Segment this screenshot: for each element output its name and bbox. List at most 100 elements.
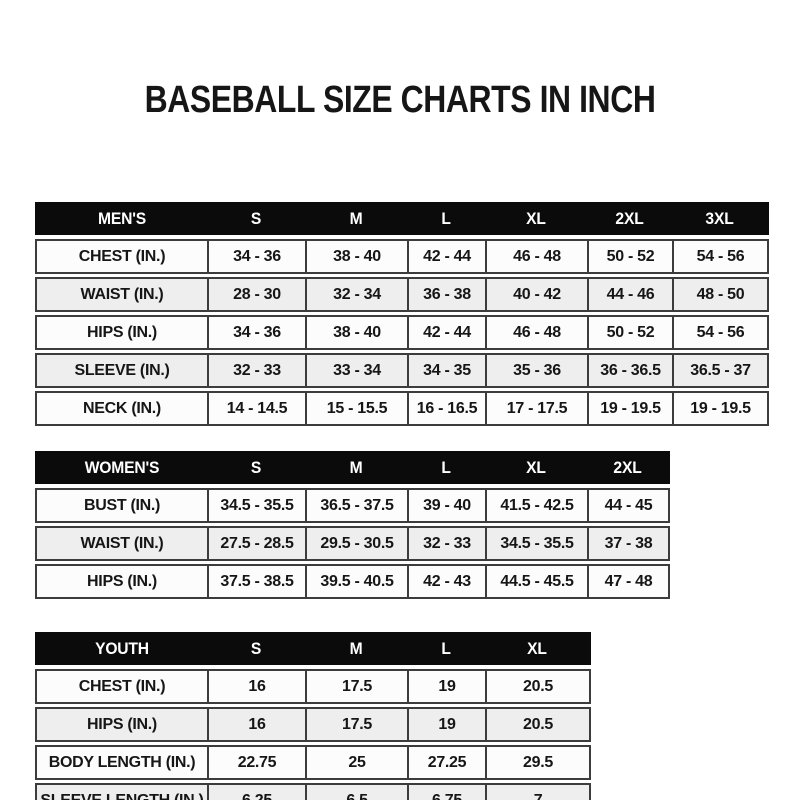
row-label-cell: WAIST (IN.) <box>80 285 164 303</box>
row-label-cell: CHEST (IN.) <box>78 677 166 695</box>
mens-row: CHEST (IN.) 34 - 36 38 - 40 42 - 44 46 - 48 5… <box>35 239 769 274</box>
value-cell: 36 - 38 <box>407 279 485 310</box>
header-cell: M <box>349 638 363 658</box>
value-cell: 36.5 - 37.5 <box>305 490 407 521</box>
header-cell: XL <box>527 638 547 658</box>
mens-header-row: MEN'S S M L XL 2XL 3XL <box>35 202 769 235</box>
womens-row: BUST (IN.) 34.5 - 35.5 36.5 - 37.5 39 - 40 4… <box>35 488 670 523</box>
row-label-cell: BUST (IN.) <box>83 496 161 514</box>
mens-row: WAIST (IN.) 28 - 30 32 - 34 36 - 38 40 - 42 4… <box>35 277 769 312</box>
value-cell: 44 - 45 <box>587 490 668 521</box>
youth-row: HIPS (IN.) 16 17.5 19 20.5 <box>35 707 591 742</box>
value-cell: 42 - 44 <box>407 241 485 272</box>
value-cell: 38 - 40 <box>305 317 407 348</box>
value-cell: 42 - 44 <box>407 317 485 348</box>
womens-row: HIPS (IN.) 37.5 - 38.5 39.5 - 40.5 42 - 43 4… <box>35 564 670 599</box>
value-cell: 17.5 <box>305 709 407 740</box>
value-cell: 6.75 <box>407 785 485 800</box>
header-cell: 2XL <box>613 457 642 477</box>
value-cell: 19 <box>407 709 485 740</box>
value-cell: 33 - 34 <box>305 355 407 386</box>
value-cell: 29.5 <box>485 747 589 778</box>
header-cell: 2XL <box>615 208 644 228</box>
value-cell: 16 <box>207 709 305 740</box>
value-cell: 27.5 - 28.5 <box>207 528 305 559</box>
header-cell: L <box>441 638 451 658</box>
tables-container: MEN'S S M L XL 2XL 3XL CHEST (IN.) 34 - 36 38 - 4… <box>0 202 800 800</box>
row-label-cell: BODY LENGTH (IN.) <box>48 753 196 771</box>
value-cell: 20.5 <box>485 671 589 702</box>
row-label-cell: HIPS (IN.) <box>87 323 157 341</box>
value-cell: 34 - 35 <box>407 355 485 386</box>
value-cell: 32 - 33 <box>207 355 305 386</box>
value-cell: 25 <box>305 747 407 778</box>
header-cell: YOUTH <box>95 638 149 658</box>
value-cell: 19 - 19.5 <box>587 393 672 424</box>
value-cell: 22.75 <box>207 747 305 778</box>
value-cell: 47 - 48 <box>587 566 668 597</box>
value-cell: 50 - 52 <box>587 317 672 348</box>
value-cell: 28 - 30 <box>207 279 305 310</box>
title-container: BASEBALL SIZE CHARTS IN INCH <box>0 80 800 120</box>
size-chart-page: BASEBALL SIZE CHARTS IN INCH MEN'S S M L XL 2… <box>0 80 800 800</box>
value-cell: 48 - 50 <box>672 279 767 310</box>
value-cell: 36.5 - 37 <box>672 355 767 386</box>
value-cell: 32 - 33 <box>407 528 485 559</box>
youth-row: BODY LENGTH (IN.) 22.75 25 27.25 29.5 <box>35 745 591 780</box>
value-cell: 15 - 15.5 <box>305 393 407 424</box>
value-cell: 6.5 <box>305 785 407 800</box>
value-cell: 42 - 43 <box>407 566 485 597</box>
row-label-cell: HIPS (IN.) <box>87 715 157 733</box>
value-cell: 54 - 56 <box>672 241 767 272</box>
youth-row: CHEST (IN.) 16 17.5 19 20.5 <box>35 669 591 704</box>
page-title: BASEBALL SIZE CHARTS IN INCH <box>144 79 656 121</box>
size-table-youth: YOUTH S M L XL CHEST (IN.) 16 17.5 19 20.5 HIPS (I… <box>35 632 800 800</box>
mens-row: HIPS (IN.) 34 - 36 38 - 40 42 - 44 46 - 48 50… <box>35 315 769 350</box>
value-cell: 19 - 19.5 <box>672 393 767 424</box>
value-cell: 17 - 17.5 <box>485 393 587 424</box>
value-cell: 46 - 48 <box>485 317 587 348</box>
value-cell: 40 - 42 <box>485 279 587 310</box>
value-cell: 34.5 - 35.5 <box>485 528 587 559</box>
value-cell: 6.25 <box>207 785 305 800</box>
header-cell: M <box>349 457 363 477</box>
header-cell: WOMEN'S <box>84 457 160 477</box>
value-cell: 44.5 - 45.5 <box>485 566 587 597</box>
header-cell: S <box>250 638 262 658</box>
mens-row: NECK (IN.) 14 - 14.5 15 - 15.5 16 - 16.5 17 … <box>35 391 769 426</box>
header-cell: XL <box>526 208 546 228</box>
value-cell: 37 - 38 <box>587 528 668 559</box>
mens-row: SLEEVE (IN.) 32 - 33 33 - 34 34 - 35 35 - 36… <box>35 353 769 388</box>
value-cell: 7 <box>485 785 589 800</box>
value-cell: 44 - 46 <box>587 279 672 310</box>
womens-row: WAIST (IN.) 27.5 - 28.5 29.5 - 30.5 32 - 33… <box>35 526 670 561</box>
header-cell: MEN'S <box>97 208 146 228</box>
value-cell: 34 - 36 <box>207 241 305 272</box>
header-cell: XL <box>526 457 546 477</box>
youth-row: SLEEVE LENGTH (IN.) 6.25 6.5 6.75 7 <box>35 783 591 800</box>
value-cell: 39 - 40 <box>407 490 485 521</box>
value-cell: 19 <box>407 671 485 702</box>
value-cell: 16 - 16.5 <box>407 393 485 424</box>
row-label-cell: SLEEVE (IN.) <box>74 361 170 379</box>
size-table-womens: WOMEN'S S M L XL 2XL BUST (IN.) 34.5 - 35.5 36.5… <box>35 451 800 599</box>
value-cell: 14 - 14.5 <box>207 393 305 424</box>
header-cell: L <box>441 208 451 228</box>
value-cell: 46 - 48 <box>485 241 587 272</box>
value-cell: 39.5 - 40.5 <box>305 566 407 597</box>
womens-header-row: WOMEN'S S M L XL 2XL <box>35 451 670 484</box>
value-cell: 16 <box>207 671 305 702</box>
header-cell: S <box>250 208 262 228</box>
row-label-cell: HIPS (IN.) <box>87 572 157 590</box>
row-label-cell: WAIST (IN.) <box>80 534 164 552</box>
row-label-cell: SLEEVE LENGTH (IN.) <box>40 791 204 800</box>
value-cell: 17.5 <box>305 671 407 702</box>
value-cell: 36 - 36.5 <box>587 355 672 386</box>
youth-header-row: YOUTH S M L XL <box>35 632 591 665</box>
value-cell: 34 - 36 <box>207 317 305 348</box>
value-cell: 41.5 - 42.5 <box>485 490 587 521</box>
value-cell: 50 - 52 <box>587 241 672 272</box>
header-cell: L <box>441 457 451 477</box>
value-cell: 27.25 <box>407 747 485 778</box>
value-cell: 20.5 <box>485 709 589 740</box>
